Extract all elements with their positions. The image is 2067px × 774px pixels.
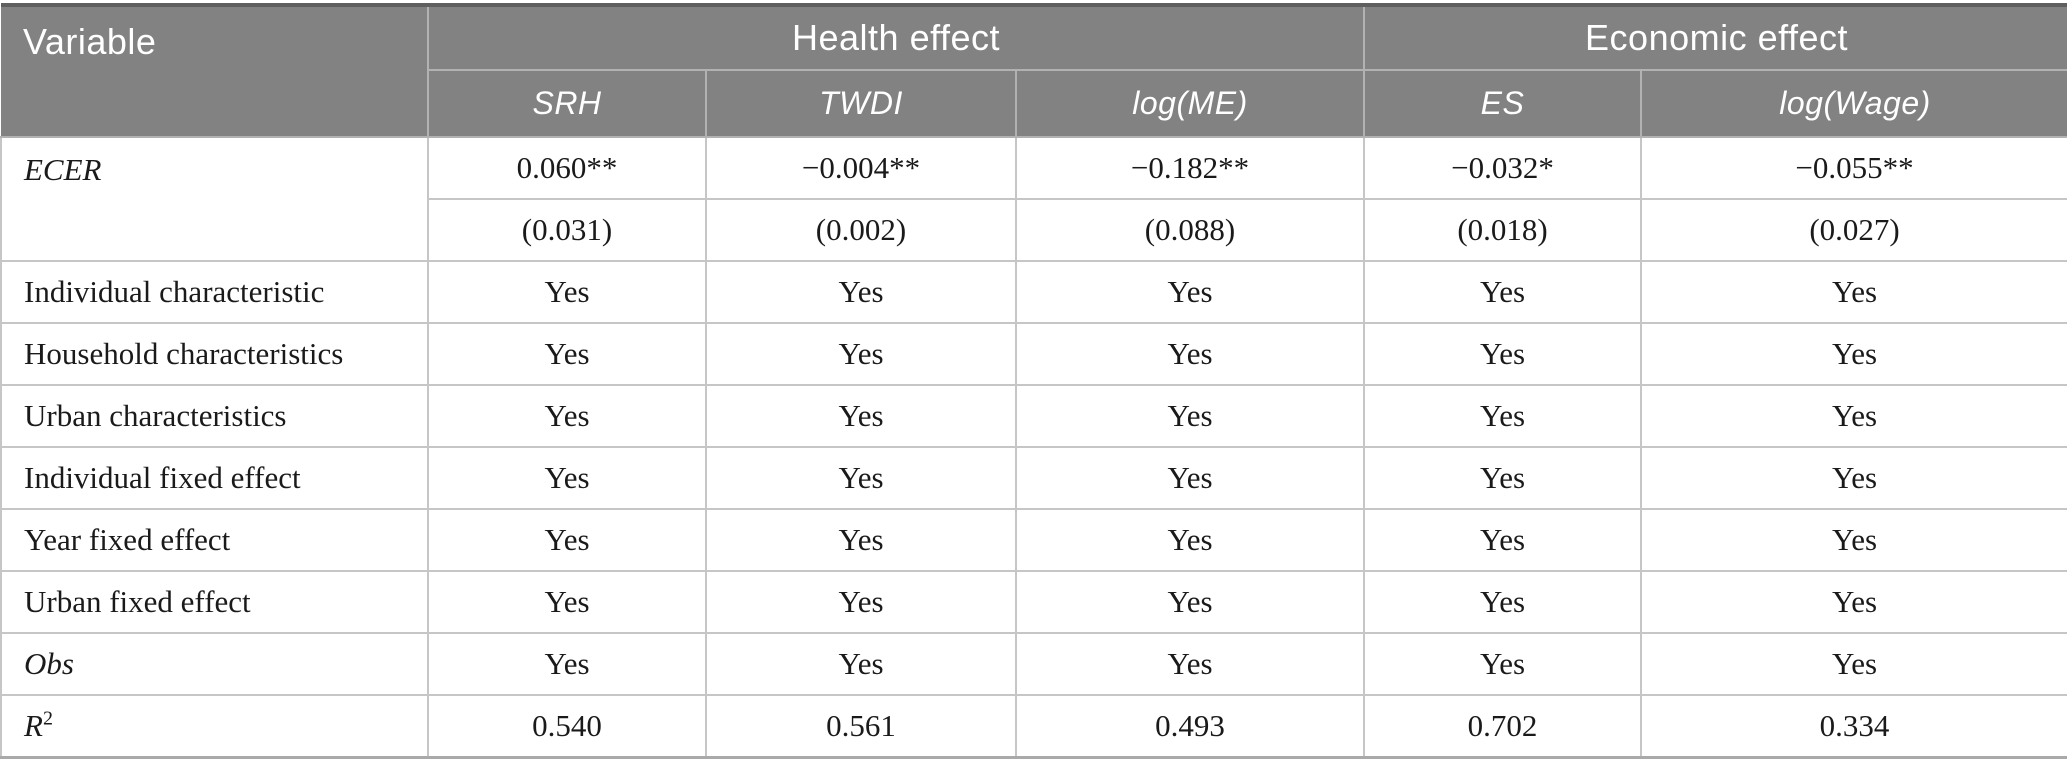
value-cell: Yes bbox=[1363, 632, 1643, 696]
column-header-es: ES bbox=[1363, 69, 1643, 138]
regression-results-table: Variable Health effect Economic effect S… bbox=[0, 3, 2067, 759]
value-cell: Yes bbox=[1640, 446, 2067, 510]
value-cell: Yes bbox=[1363, 508, 1643, 572]
group-header-economic-effect: Economic effect bbox=[1363, 5, 2067, 71]
coefficient-cell-log-wage: −0.055** bbox=[1640, 136, 2067, 200]
coefficient-cell-log-me: −0.182** bbox=[1014, 136, 1366, 200]
value-cell: Yes bbox=[1014, 446, 1366, 510]
value-cell: Yes bbox=[1014, 508, 1366, 572]
value-cell: Yes bbox=[705, 570, 1017, 634]
value-cell: Yes bbox=[1363, 322, 1643, 386]
table-header: Variable Health effect Economic effect S… bbox=[1, 5, 2067, 138]
group-header-row: Variable Health effect Economic effect bbox=[1, 5, 2067, 138]
row-label: Individual fixed effect bbox=[0, 446, 429, 510]
value-cell: Yes bbox=[705, 322, 1017, 386]
coefficient-cell-twdi: −0.004** bbox=[705, 136, 1017, 200]
value-cell: Yes bbox=[1640, 260, 2067, 324]
r-squared-exponent: 2 bbox=[42, 707, 53, 730]
value-cell: Yes bbox=[1014, 632, 1366, 696]
ecer-stderr-row: (0.031) (0.002) (0.088) (0.018) (0.027) bbox=[1, 198, 2067, 262]
r-squared-cell-log-me: 0.493 bbox=[1014, 694, 1366, 759]
value-cell: Yes bbox=[1363, 260, 1643, 324]
value-cell: Yes bbox=[1014, 260, 1366, 324]
stderr-cell-twdi: (0.002) bbox=[705, 198, 1017, 262]
value-cell: Yes bbox=[1640, 570, 2067, 634]
column-header-log-me: log(ME) bbox=[1014, 69, 1366, 138]
value-cell: Yes bbox=[427, 508, 707, 572]
value-cell: Yes bbox=[705, 632, 1017, 696]
row-label: Individual characteristic bbox=[0, 260, 429, 324]
stderr-cell-log-me: (0.088) bbox=[1014, 198, 1366, 262]
ecer-coefficient-row: ECER 0.060** −0.004** −0.182** −0.032* −… bbox=[0, 136, 2067, 262]
row-label-r-squared: R2 bbox=[0, 694, 429, 759]
r-squared-cell-log-wage: 0.334 bbox=[1640, 694, 2067, 759]
value-cell: Yes bbox=[705, 260, 1017, 324]
column-header-twdi: TWDI bbox=[705, 69, 1017, 138]
r-squared-cell-srh: 0.540 bbox=[427, 694, 707, 759]
row-label: Household characteristics bbox=[0, 322, 429, 386]
row-label-obs: Obs bbox=[0, 632, 429, 696]
stderr-cell-srh: (0.031) bbox=[427, 198, 707, 262]
r-squared-base: R bbox=[24, 708, 43, 743]
group-header-health-effect: Health effect bbox=[426, 5, 1366, 71]
table-row-household-characteristics: Household characteristics Yes Yes Yes Ye… bbox=[0, 322, 2067, 386]
column-header-srh: SRH bbox=[428, 69, 707, 138]
column-header-variable: Variable bbox=[1, 5, 429, 138]
value-cell: Yes bbox=[427, 384, 707, 448]
value-cell: Yes bbox=[1014, 384, 1366, 448]
coefficient-cell-es: −0.032* bbox=[1363, 136, 1643, 200]
value-cell: Yes bbox=[1363, 446, 1643, 510]
stderr-cell-es: (0.018) bbox=[1363, 198, 1643, 262]
table-row-obs: Obs Yes Yes Yes Yes Yes bbox=[0, 632, 2067, 696]
value-cell: Yes bbox=[705, 446, 1017, 510]
table-row-individual-characteristic: Individual characteristic Yes Yes Yes Ye… bbox=[0, 260, 2067, 324]
value-cell: Yes bbox=[1640, 508, 2067, 572]
row-label: Urban characteristics bbox=[0, 384, 429, 448]
value-cell: Yes bbox=[427, 632, 707, 696]
value-cell: Yes bbox=[1363, 384, 1643, 448]
value-cell: Yes bbox=[705, 384, 1017, 448]
stderr-cell-log-wage: (0.027) bbox=[1640, 198, 2067, 262]
row-label: Urban fixed effect bbox=[0, 570, 429, 634]
value-cell: Yes bbox=[1640, 384, 2067, 448]
r-squared-cell-twdi: 0.561 bbox=[705, 694, 1017, 759]
table-row-urban-characteristics: Urban characteristics Yes Yes Yes Yes Ye… bbox=[0, 384, 2067, 448]
value-cell: Yes bbox=[705, 508, 1017, 572]
table-row-urban-fixed-effect: Urban fixed effect Yes Yes Yes Yes Yes bbox=[0, 570, 2067, 634]
value-cell: Yes bbox=[427, 446, 707, 510]
value-cell: Yes bbox=[427, 260, 707, 324]
value-cell: Yes bbox=[1363, 570, 1643, 634]
table-body: ECER 0.060** −0.004** −0.182** −0.032* −… bbox=[0, 136, 2067, 759]
coefficient-cell-srh: 0.060** bbox=[427, 136, 707, 200]
value-cell: Yes bbox=[427, 570, 707, 634]
value-cell: Yes bbox=[1640, 322, 2067, 386]
r-squared-cell-es: 0.702 bbox=[1363, 694, 1643, 759]
value-cell: Yes bbox=[1640, 632, 2067, 696]
column-header-row: SRH TWDI log(ME) ES log(Wage) bbox=[1, 69, 2067, 138]
value-cell: Yes bbox=[427, 322, 707, 386]
row-label: Year fixed effect bbox=[0, 508, 429, 572]
table-row-year-fixed-effect: Year fixed effect Yes Yes Yes Yes Yes bbox=[0, 508, 2067, 572]
value-cell: Yes bbox=[1014, 322, 1366, 386]
value-cell: Yes bbox=[1014, 570, 1366, 634]
table-row-r-squared: R2 0.540 0.561 0.493 0.702 0.334 bbox=[0, 694, 2067, 759]
column-header-log-wage: log(Wage) bbox=[1640, 69, 2067, 138]
row-label-ecer: ECER bbox=[0, 136, 429, 262]
table-row-individual-fixed-effect: Individual fixed effect Yes Yes Yes Yes … bbox=[0, 446, 2067, 510]
